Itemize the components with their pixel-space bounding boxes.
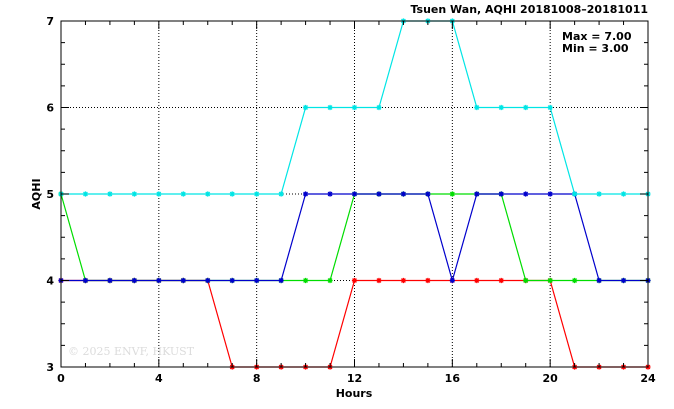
x-tick-label: 20 (543, 372, 559, 385)
data-point (376, 104, 382, 111)
data-point (82, 191, 89, 197)
data-point (425, 191, 431, 197)
data-point (327, 277, 333, 284)
x-tick-label: 4 (155, 372, 163, 385)
data-point (107, 191, 113, 197)
data-point (302, 191, 309, 197)
data-point (229, 277, 235, 284)
data-point (327, 191, 333, 197)
data-point (254, 191, 260, 197)
data-point (376, 191, 382, 197)
data-point (400, 191, 407, 197)
data-point (620, 191, 627, 197)
x-tick-label: 24 (640, 372, 656, 385)
data-point (351, 191, 358, 197)
data-point (278, 191, 284, 197)
data-point (351, 104, 358, 111)
chart-title: Tsuen Wan, AQHI 20181008–20181011 (411, 3, 649, 16)
y-tick-label: 6 (46, 102, 54, 115)
data-point (82, 277, 89, 284)
data-point (180, 277, 186, 284)
data-point (547, 191, 553, 197)
data-point (474, 277, 480, 284)
data-point (156, 277, 162, 284)
data-point (180, 191, 186, 197)
data-point (474, 104, 480, 111)
x-tick-label: 0 (57, 372, 65, 385)
data-point (474, 191, 480, 197)
data-point (523, 104, 529, 111)
data-point (327, 104, 333, 111)
y-tick-label: 3 (46, 361, 54, 374)
y-axis-label: AQHI (30, 178, 43, 209)
data-point (425, 277, 431, 284)
y-tick-label: 4 (46, 275, 54, 288)
data-point (547, 277, 553, 284)
data-point (498, 277, 504, 284)
data-point (302, 104, 309, 111)
data-point (596, 191, 602, 197)
x-axis-label: Hours (336, 387, 373, 400)
data-point (449, 191, 455, 197)
data-point (523, 277, 529, 284)
x-tick-label: 16 (445, 372, 461, 385)
y-tick-label: 5 (46, 188, 54, 201)
x-tick-label: 12 (347, 372, 362, 385)
tick-labels: 0 4 8 12 16 20 24 3 4 5 6 7 (46, 15, 656, 385)
watermark: © 2025 ENVF, HKUST (68, 345, 195, 358)
x-tick-label: 8 (253, 372, 261, 385)
y-tick-label: 7 (46, 15, 54, 28)
series-layer (58, 18, 651, 370)
data-point (498, 191, 504, 197)
data-point (523, 191, 529, 197)
ticks (60, 20, 649, 368)
data-point (449, 277, 455, 284)
max-annotation: Max = 7.00 (562, 30, 632, 43)
data-point (572, 191, 578, 197)
data-point (205, 277, 211, 284)
data-point (229, 191, 235, 197)
data-point (498, 104, 504, 111)
data-point (205, 191, 211, 197)
data-point (278, 277, 284, 284)
data-point (131, 277, 137, 284)
data-point (376, 277, 382, 284)
data-point (351, 277, 358, 284)
data-point (620, 277, 627, 284)
min-annotation: Min = 3.00 (562, 42, 629, 55)
data-point (572, 277, 578, 284)
data-point (156, 191, 162, 197)
data-point (400, 277, 407, 284)
data-point (107, 277, 113, 284)
data-point (547, 104, 553, 111)
data-point (254, 277, 260, 284)
data-point (131, 191, 137, 197)
data-point (596, 277, 602, 284)
data-point (302, 277, 309, 284)
